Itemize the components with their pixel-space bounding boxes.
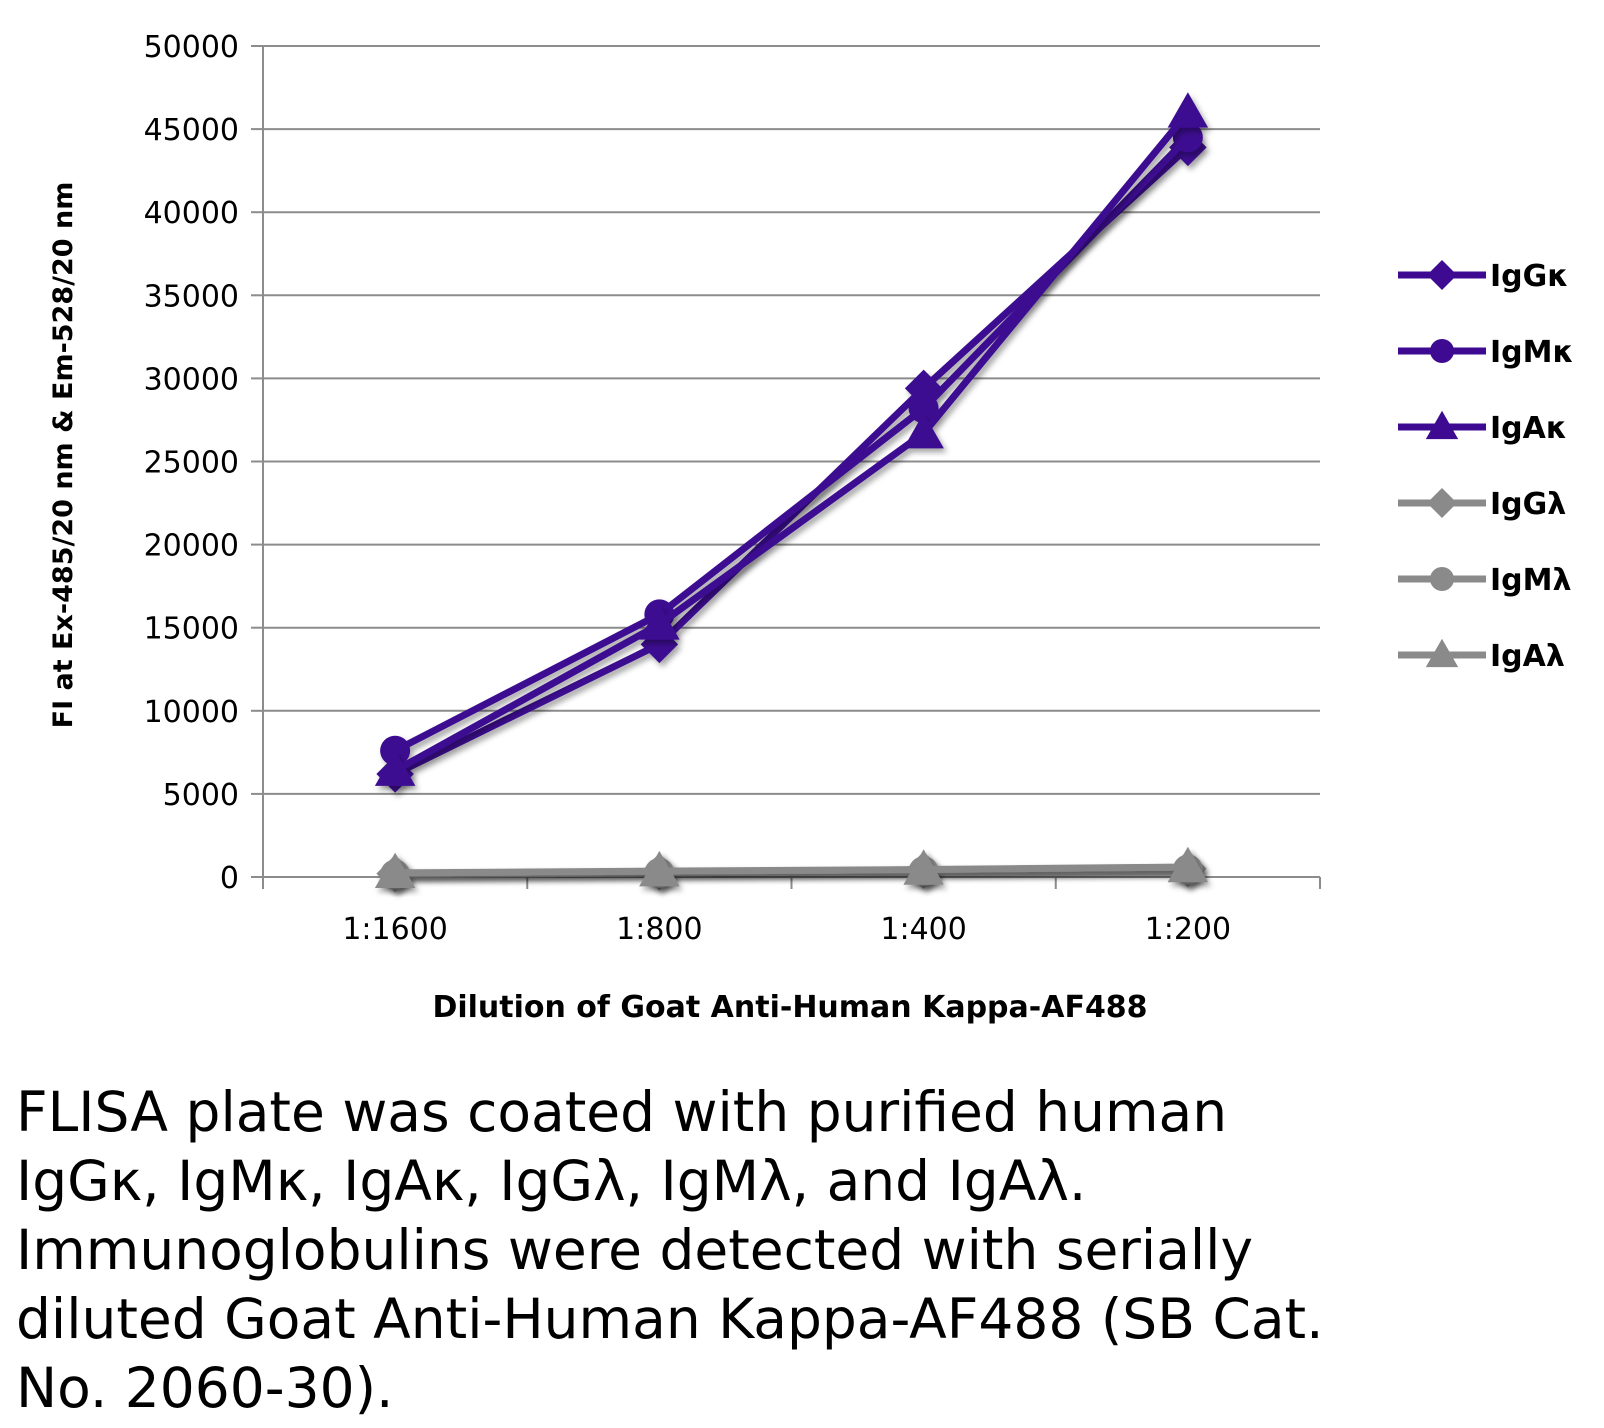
chart: 0 5000 10000 15000 20000 25000 30000 35000 40000… — [48, 30, 1574, 1025]
legend-item: IgGλ — [1398, 487, 1566, 522]
legend-item: IgGκ — [1398, 259, 1569, 294]
legend-marker — [1427, 260, 1457, 290]
legend-item: IgMλ — [1398, 563, 1571, 598]
caption-line: diluted Goat Anti-Human Kappa-AF488 (SB … — [16, 1287, 1324, 1351]
data-point — [374, 750, 416, 786]
y-tick-label: 0 — [220, 861, 239, 896]
series-line — [395, 863, 1188, 877]
series-line — [393, 134, 1191, 754]
data-point — [903, 412, 944, 449]
x-axis-label: Dilution of Goat Anti-Human Kappa-AF488 — [432, 990, 1147, 1025]
y-tick-label: 40000 — [144, 196, 239, 231]
legend-label: IgAλ — [1490, 639, 1565, 674]
x-tick-label: 1:400 — [880, 912, 966, 947]
data-point — [1167, 92, 1209, 128]
legend: IgGκ IgMκ IgAκ IgGλ IgMλ IgAλ — [1398, 259, 1574, 674]
legend-marker — [1430, 567, 1454, 591]
x-axis-ticks: 1:1600 1:800 1:400 1:200 — [342, 912, 1231, 947]
data-point — [908, 393, 939, 424]
legend-label: IgGκ — [1490, 259, 1569, 294]
x-tick-label: 1:800 — [616, 912, 702, 947]
x-tick-label: 1:200 — [1145, 912, 1231, 947]
legend-marker — [1427, 488, 1457, 518]
series-1 — [380, 122, 1203, 766]
legend-marker — [1430, 339, 1454, 363]
y-tick-label: 25000 — [144, 446, 239, 481]
legend-marker — [1425, 410, 1459, 440]
legend-item: IgMκ — [1398, 335, 1574, 370]
legend-label: IgAκ — [1490, 411, 1567, 446]
caption-line: IgGκ, IgMκ, IgAκ, IgGλ, IgMλ, and IgAλ. — [16, 1149, 1087, 1213]
figure-caption: FLISA plate was coated with purified hum… — [16, 1078, 1576, 1423]
y-axis-ticks: 0 5000 10000 15000 20000 25000 30000 35000 40000… — [144, 30, 239, 896]
y-tick-label: 15000 — [144, 612, 239, 647]
y-tick-label: 10000 — [144, 695, 239, 730]
gridlines — [263, 45, 1320, 878]
legend-item: IgAλ — [1398, 638, 1565, 674]
data-point — [1167, 846, 1209, 883]
y-tick-label: 45000 — [144, 113, 239, 148]
data-point — [374, 852, 416, 889]
series-group — [374, 92, 1209, 893]
y-tick-label: 5000 — [163, 778, 239, 813]
legend-item: IgAκ — [1398, 410, 1567, 446]
legend-marker — [1425, 638, 1459, 668]
data-point — [1172, 122, 1203, 153]
data-point — [903, 849, 944, 885]
caption-line: FLISA plate was coated with purified hum… — [16, 1080, 1228, 1144]
y-tick-label: 20000 — [144, 529, 239, 564]
y-axis-label: FI at Ex-485/20 nm & Em-528/20 nm — [48, 182, 79, 729]
legend-label: IgGλ — [1490, 487, 1566, 522]
x-tick-label: 1:1600 — [342, 912, 448, 947]
caption-line: Immunoglobulins were detected with seria… — [16, 1218, 1254, 1282]
series-2 — [374, 92, 1209, 786]
caption-line: No. 2060-30). — [16, 1356, 394, 1420]
series-line — [393, 110, 1191, 774]
y-tick-label: 35000 — [144, 279, 239, 314]
y-tick-label: 50000 — [144, 30, 239, 65]
series-5 — [374, 846, 1209, 889]
data-point — [639, 850, 680, 887]
legend-label: IgMλ — [1490, 563, 1571, 598]
y-tick-label: 30000 — [144, 362, 239, 397]
legend-label: IgMκ — [1490, 335, 1574, 370]
data-point — [639, 604, 680, 640]
